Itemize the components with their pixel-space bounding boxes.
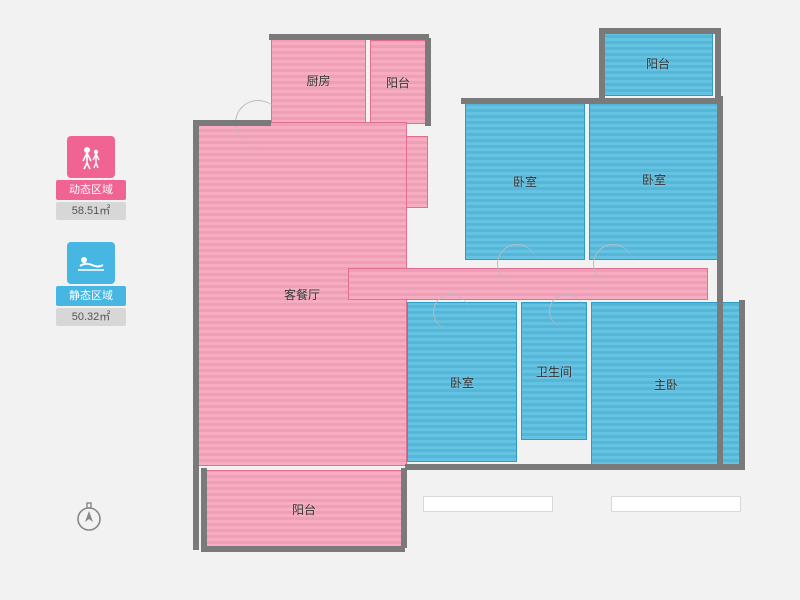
room-label-balcony_s: 阳台 xyxy=(292,501,316,518)
room-label-bathroom_e: 卫生间 xyxy=(536,363,572,380)
people-icon xyxy=(77,143,105,171)
room-balcony_s: 阳台 xyxy=(205,470,403,548)
legend-dynamic: 动态区域 58.51㎡ xyxy=(56,136,126,220)
legend: 动态区域 58.51㎡ 静态区域 50.32㎡ xyxy=(56,136,126,348)
room-label-kitchen: 厨房 xyxy=(306,72,330,89)
room-bedroom_n_right: 卧室 xyxy=(589,98,719,260)
wall-seg-5 xyxy=(599,28,719,34)
legend-static-value: 50.32㎡ xyxy=(56,308,126,326)
sleep-icon xyxy=(76,252,106,274)
wall-seg-6 xyxy=(599,28,605,100)
room-balcony_n_small: 阳台 xyxy=(370,40,426,124)
legend-static-title: 静态区域 xyxy=(56,286,126,306)
wall-seg-13 xyxy=(401,468,407,548)
wall-seg-0 xyxy=(193,120,199,550)
room-label-bedroom_n_right: 卧室 xyxy=(642,171,666,188)
wall-seg-10 xyxy=(405,464,745,470)
room-label-master_bedroom: 主卧 xyxy=(654,376,678,393)
window-sill-1 xyxy=(611,496,741,512)
room-label-balcony_ne: 阳台 xyxy=(646,55,670,72)
wall-seg-9 xyxy=(739,300,745,468)
legend-dynamic-value: 58.51㎡ xyxy=(56,202,126,220)
door-arc-4 xyxy=(549,294,583,328)
door-arc-1 xyxy=(497,244,537,284)
window-sill-0 xyxy=(423,496,553,512)
dynamic-zone-icon xyxy=(67,136,115,178)
wall-seg-3 xyxy=(425,38,431,126)
wall-seg-7 xyxy=(715,28,721,100)
door-arc-2 xyxy=(593,244,633,284)
room-kitchen: 厨房 xyxy=(271,36,366,124)
room-label-bedroom_n_left: 卧室 xyxy=(513,173,537,190)
legend-dynamic-title: 动态区域 xyxy=(56,180,126,200)
wall-seg-11 xyxy=(201,546,405,552)
wall-seg-2 xyxy=(269,34,429,40)
floor-plan: 厨房阳台卫生间客餐厅阳台阳台卧室卧室卧室卫生间主卧 xyxy=(195,30,755,570)
legend-static: 静态区域 50.32㎡ xyxy=(56,242,126,326)
wall-seg-4 xyxy=(461,98,721,104)
room-label-balcony_n_small: 阳台 xyxy=(386,74,410,91)
wall-seg-8 xyxy=(717,96,723,468)
compass-icon xyxy=(72,500,106,539)
wall-seg-1 xyxy=(193,120,271,126)
room-label-living_dining: 客餐厅 xyxy=(284,286,320,303)
room-label-bedroom_sw: 卧室 xyxy=(450,374,474,391)
door-arc-3 xyxy=(433,294,469,330)
wall-seg-12 xyxy=(201,468,207,548)
room-balcony_ne: 阳台 xyxy=(603,30,713,96)
static-zone-icon xyxy=(67,242,115,284)
room-bedroom_n_left: 卧室 xyxy=(465,102,585,260)
